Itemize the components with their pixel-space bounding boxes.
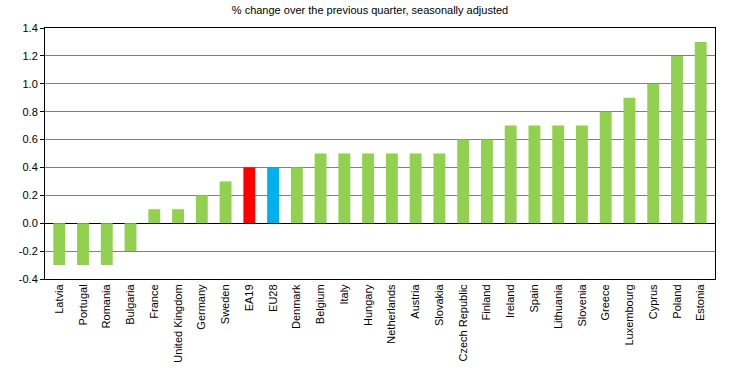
svg-text:Estonia: Estonia <box>694 284 706 322</box>
svg-text:Netherlands: Netherlands <box>385 284 397 344</box>
svg-text:Italy: Italy <box>338 284 350 305</box>
svg-text:Portugal: Portugal <box>77 284 89 325</box>
svg-text:Spain: Spain <box>528 284 540 312</box>
svg-text:0.4: 0.4 <box>23 161 38 173</box>
svg-text:Denmark: Denmark <box>290 284 302 329</box>
svg-text:Bulgaria: Bulgaria <box>124 284 136 325</box>
svg-text:% change over the previous qua: % change over the previous quarter, seas… <box>232 4 508 16</box>
svg-text:Romania: Romania <box>100 284 112 329</box>
svg-text:0.0: 0.0 <box>23 217 38 229</box>
svg-text:Lithuania: Lithuania <box>552 284 564 330</box>
svg-text:Germany: Germany <box>195 284 207 330</box>
svg-text:France: France <box>148 284 160 318</box>
svg-text:Czech Republic: Czech Republic <box>457 284 469 362</box>
svg-text:-0.4: -0.4 <box>19 273 38 285</box>
svg-text:0.6: 0.6 <box>23 133 38 145</box>
svg-text:Poland: Poland <box>671 284 683 318</box>
svg-text:0.8: 0.8 <box>23 106 38 118</box>
svg-text:Hungary: Hungary <box>362 284 374 326</box>
svg-text:Slovakia: Slovakia <box>433 284 445 326</box>
svg-text:Slovenia: Slovenia <box>576 284 588 327</box>
svg-text:EA19: EA19 <box>243 284 255 311</box>
svg-text:Finland: Finland <box>480 284 492 320</box>
svg-text:Latvia: Latvia <box>53 284 65 314</box>
svg-text:1.2: 1.2 <box>23 50 38 62</box>
svg-text:Ireland: Ireland <box>504 284 516 318</box>
svg-text:United Kingdom: United Kingdom <box>172 284 184 362</box>
svg-text:Belgium: Belgium <box>314 284 326 324</box>
svg-text:Cyprus: Cyprus <box>647 284 659 319</box>
svg-text:EU28: EU28 <box>267 284 279 312</box>
svg-text:Sweden: Sweden <box>219 284 231 324</box>
svg-text:-0.2: -0.2 <box>19 245 38 257</box>
svg-text:1.0: 1.0 <box>23 78 38 90</box>
svg-text:Luxembourg: Luxembourg <box>623 284 635 345</box>
svg-text:1.4: 1.4 <box>23 22 38 34</box>
svg-text:Greece: Greece <box>599 284 611 320</box>
svg-text:Austria: Austria <box>409 284 421 319</box>
svg-text:0.2: 0.2 <box>23 189 38 201</box>
